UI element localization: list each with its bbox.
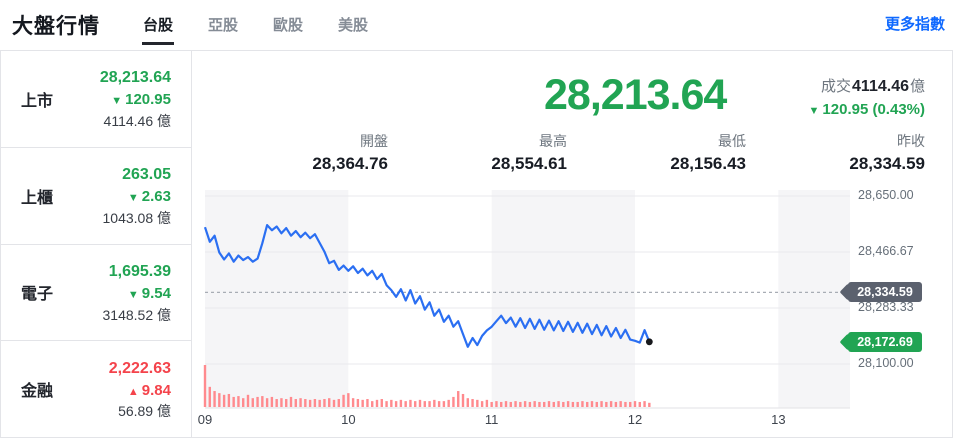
stat-low: 最低 28,156.43 (670, 133, 746, 173)
index-name: 上市 (21, 92, 54, 110)
index-change: ▼ 9.54 (127, 284, 171, 302)
index-volume: 4114.46 億 (103, 113, 171, 130)
down-arrow-icon: ▼ (808, 105, 820, 117)
tab-taiwan-stocks[interactable]: 台股 (142, 9, 175, 45)
index-change: ▼ 2.63 (127, 188, 171, 206)
index-change: ▲ 9.84 (127, 381, 171, 399)
chart-plot-area[interactable] (205, 190, 850, 408)
more-indices-link[interactable]: 更多指數 (884, 16, 945, 33)
sidebar-item-tpex[interactable]: 上櫃 263.05 ▼ 2.63 1043.08 億 (1, 147, 191, 245)
down-arrow-icon: ▼ (111, 95, 123, 108)
turnover: 成交4114.46億 (821, 78, 925, 95)
index-price: 263.05 (122, 166, 171, 183)
down-arrow-icon: ▼ (127, 288, 139, 301)
index-volume: 56.89 億 (118, 403, 171, 420)
index-price: 28,213.64 (99, 69, 171, 87)
tab-us-stocks[interactable]: 美股 (338, 17, 369, 34)
index-name: 電子 (21, 286, 54, 304)
index-name: 金融 (21, 383, 54, 401)
index-name: 上櫃 (21, 189, 54, 207)
index-price: 2,222.63 (108, 359, 171, 377)
current-index-value: 28,213.64 (544, 71, 727, 119)
down-arrow-icon: ▼ (127, 192, 139, 205)
stat-high: 最高 28,554.61 (491, 133, 567, 173)
header: 大盤行情 台股 亞股 歐股 美股 更多指數 (0, 0, 953, 50)
index-sidebar: 上市 28,213.64 ▼ 120.95 4114.46 億 上櫃 263.05… (1, 51, 192, 437)
stat-open: 開盤 28,364.76 (312, 133, 388, 173)
sidebar-item-electronics[interactable]: 電子 1,695.39 ▼ 9.54 3148.52 億 (1, 244, 191, 342)
market-tabs: 台股 亞股 歐股 美股 (142, 9, 369, 45)
stat-prev-close: 昨收 28,334.59 (849, 133, 925, 173)
up-arrow-icon: ▲ (127, 385, 139, 398)
index-volume: 1043.08 億 (102, 209, 172, 226)
sidebar-item-twse[interactable]: 上市 28,213.64 ▼ 120.95 4114.46 億 (1, 51, 191, 148)
index-change: ▼ 120.95 (111, 91, 171, 109)
sidebar-item-financials[interactable]: 金融 2,222.63 ▲ 9.84 56.89 億 (1, 341, 191, 437)
index-change-pct: ▼ 120.95 (0.43%) (808, 101, 925, 118)
tab-european-stocks[interactable]: 歐股 (273, 17, 304, 34)
tab-asian-stocks[interactable]: 亞股 (208, 17, 239, 34)
index-price: 1,695.39 (108, 262, 171, 280)
page-title: 大盤行情 (12, 15, 100, 38)
ohlc-stats: 開盤 28,364.76 最高 28,554.61 最低 28,156.43 昨收 28… (209, 132, 925, 176)
index-volume: 3148.52 億 (102, 306, 172, 323)
